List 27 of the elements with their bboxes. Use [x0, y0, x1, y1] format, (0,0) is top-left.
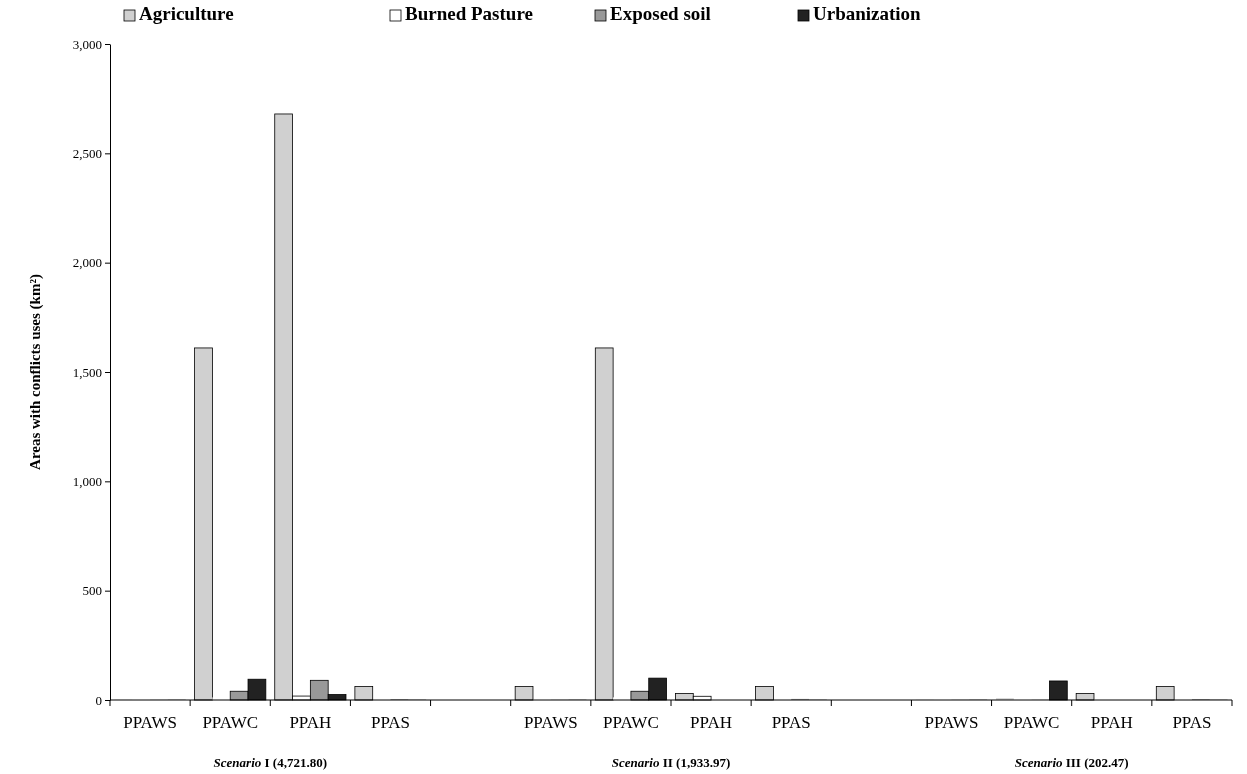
y-tick-label: 500: [82, 583, 102, 599]
x-tick-label: PPAWC: [603, 713, 659, 732]
y-tick-label: 2,000: [72, 255, 102, 271]
x-tick-label: PPAWS: [523, 713, 578, 732]
x-tick-label: PPAH: [1090, 713, 1133, 732]
legend-label: Burned Pasture: [405, 3, 533, 24]
y-tick-label: 3,000: [72, 36, 102, 52]
x-tick-label: PPAWC: [1003, 713, 1060, 732]
text: Scenario II (1,933.97): [611, 755, 731, 770]
legend-label: Exposed soil: [610, 3, 711, 24]
x-tick-label: PPAS: [370, 713, 411, 732]
x-tick-label: PPAS: [771, 713, 811, 732]
y-tick-label: 0: [95, 692, 102, 708]
y-tick-label: 2,500: [72, 145, 102, 161]
y-tick-label: 1,500: [72, 364, 102, 380]
x-tick-label: PPAWS: [123, 713, 177, 732]
y-tick-label: 1,000: [72, 473, 102, 489]
text: Scenario I (4,721.80): [213, 755, 327, 770]
x-tick-label: PPAH: [289, 713, 332, 732]
x-tick-label: PPAWS: [924, 713, 979, 732]
x-tick-label: PPAH: [690, 713, 733, 732]
x-tick-label: PPAS: [1172, 713, 1212, 732]
legend-label: Agriculture: [139, 3, 234, 24]
x-tick-label: PPAWC: [202, 713, 259, 732]
legend-label: Urbanization: [813, 3, 922, 24]
y-axis-title: Areas with conflicts uses (km²): [27, 274, 44, 470]
text: Scenario III (202.47): [1014, 755, 1129, 770]
